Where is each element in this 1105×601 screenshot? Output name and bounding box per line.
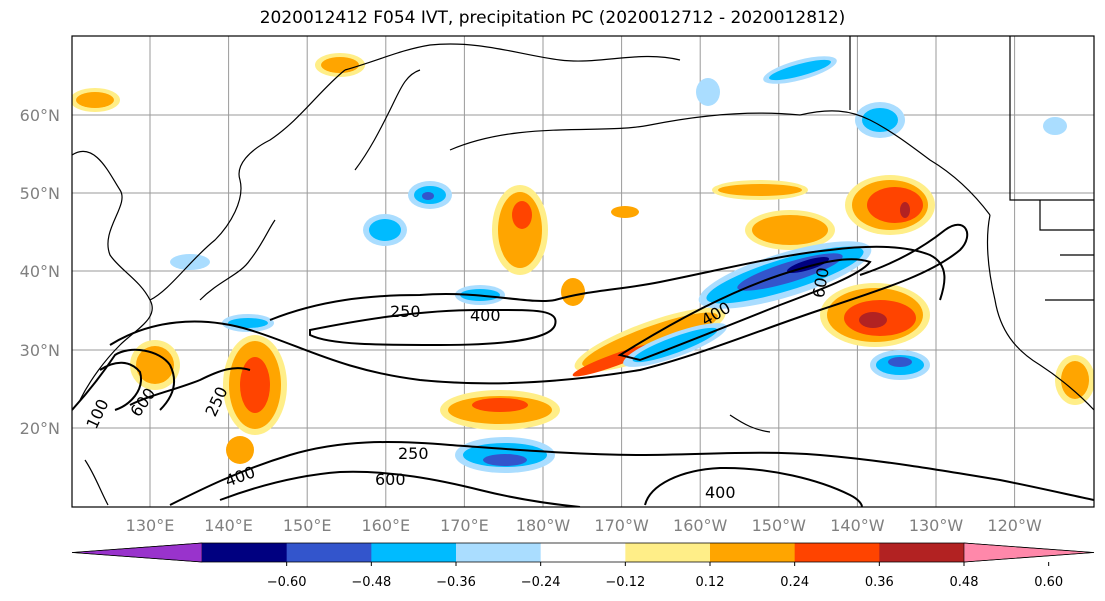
- contour-label: 400: [470, 306, 501, 325]
- lon-label: 170°E: [440, 516, 489, 535]
- colorbar-outline: [71, 542, 1095, 563]
- lon-label: 170°W: [594, 516, 649, 535]
- lon-label: 140°W: [830, 516, 885, 535]
- colorbar-segment: [710, 543, 796, 562]
- colorbar-tick-label: 0.36: [865, 575, 894, 590]
- lat-label: 40°N: [20, 262, 60, 281]
- lat-label: 20°N: [20, 419, 60, 438]
- lon-label: 130°E: [126, 516, 175, 535]
- lon-label: 150°W: [752, 516, 807, 535]
- lon-label: 130°W: [909, 516, 964, 535]
- map-title: 2020012412 F054 IVT, precipitation PC (2…: [259, 8, 846, 28]
- longitude-labels: 130°E 140°E 150°E 160°E 170°E 180°W 170°W 160°W…: [126, 516, 1042, 535]
- colorbar-tick-label: −0.48: [351, 575, 391, 590]
- colorbar-tick-label: −0.12: [605, 575, 645, 590]
- colorbar-segment: [625, 543, 711, 562]
- lon-label: 160°W: [673, 516, 728, 535]
- colorbar-tick-labels: −0.60 −0.48 −0.36 −0.24 −0.12 0.12 0.24 0.36 0.4…: [267, 562, 1063, 590]
- lon-label: 150°E: [283, 516, 332, 535]
- colorbar-segment: [456, 543, 542, 562]
- colorbar-tick-label: 0.48: [950, 575, 979, 590]
- colorbar-tick-label: −0.24: [521, 575, 561, 590]
- map-frame: [71, 35, 1095, 508]
- contour-label: 600: [375, 470, 406, 489]
- colorbar-segment: [202, 543, 288, 562]
- colorbar-extend-low: [71, 542, 203, 563]
- lon-label: 140°E: [204, 516, 253, 535]
- colorbar-extend-high: [963, 542, 1095, 563]
- coastlines: [72, 36, 1094, 506]
- lon-label: 160°E: [361, 516, 410, 535]
- lon-label: 180°W: [516, 516, 571, 535]
- colorbar-tick-label: −0.36: [436, 575, 476, 590]
- colorbar-tick-label: 0.12: [696, 575, 725, 590]
- lat-label: 50°N: [20, 184, 60, 203]
- contour-label: 250: [390, 302, 421, 321]
- colorbar-segment: [794, 543, 880, 562]
- colorbar-segment: [371, 543, 457, 562]
- colorbar: [71, 542, 1095, 563]
- contour-label: 250: [398, 444, 429, 463]
- contour-label: 400: [705, 483, 736, 502]
- lat-label: 30°N: [20, 341, 60, 360]
- colorbar-segment: [286, 543, 372, 562]
- lon-label: 120°W: [987, 516, 1042, 535]
- colorbar-segment: [879, 543, 965, 562]
- ivt-contours: [72, 223, 1094, 507]
- lat-label: 60°N: [20, 106, 60, 125]
- colorbar-tick-label: −0.60: [267, 575, 307, 590]
- latitude-labels: 60°N 50°N 40°N 30°N 20°N: [20, 106, 60, 438]
- colorbar-tick-label: 0.60: [1034, 575, 1063, 590]
- colorbar-tick-label: 0.24: [780, 575, 809, 590]
- colorbar-segment: [540, 543, 626, 562]
